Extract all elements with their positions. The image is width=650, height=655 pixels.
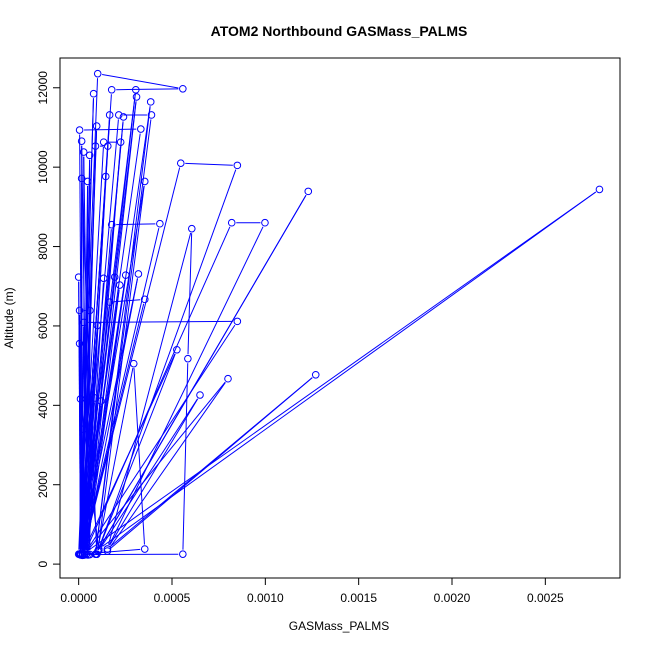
x-tick-label: 0.0015 [340, 591, 377, 605]
x-tick-label: 0.0005 [154, 591, 191, 605]
data-point [108, 86, 115, 93]
data-point [130, 360, 137, 367]
data-point [228, 219, 235, 226]
data-series [75, 70, 602, 558]
y-tick-label: 4000 [36, 392, 50, 419]
data-point [90, 90, 97, 97]
data-point [180, 85, 187, 92]
x-tick-label: 0.0000 [60, 591, 97, 605]
series-segment [102, 74, 178, 88]
x-tick-label: 0.0025 [527, 591, 564, 605]
data-point [141, 178, 148, 185]
data-point [157, 220, 164, 227]
data-point [596, 186, 603, 193]
y-tick-label: 2000 [36, 471, 50, 498]
x-axis-label: GASMass_PALMS [289, 619, 389, 633]
data-point [133, 94, 140, 101]
data-point [312, 371, 319, 378]
series-segment [84, 129, 136, 130]
data-point [188, 225, 195, 232]
data-point [76, 127, 83, 134]
data-point [93, 123, 100, 130]
data-point [100, 139, 107, 146]
y-tick-label: 12000 [36, 71, 50, 105]
y-axis: 0 2000 4000 6000 8000 10000 12000 [36, 71, 60, 568]
data-point [177, 160, 184, 167]
data-point [94, 70, 101, 77]
data-point [234, 318, 241, 325]
data-point [147, 99, 154, 106]
x-tick-label: 0.0010 [247, 591, 284, 605]
series-segment [102, 192, 595, 546]
data-point [197, 392, 204, 399]
chart-title: ATOM2 Northbound GASMass_PALMS [211, 23, 468, 39]
series-segment [116, 89, 178, 90]
plot-frame [60, 58, 620, 578]
data-point [234, 162, 241, 169]
series-segment [101, 195, 306, 545]
data-point [138, 126, 145, 133]
data-point [305, 188, 312, 195]
data-point [116, 282, 123, 289]
y-tick-label: 6000 [36, 312, 50, 339]
series-segment [185, 163, 233, 165]
data-point [100, 275, 107, 282]
series-segment [87, 382, 225, 551]
data-point [135, 271, 142, 278]
x-axis: 0.0000 0.0005 0.0010 0.0015 0.0020 0.0025 [60, 578, 564, 605]
x-tick-label: 0.0020 [434, 591, 471, 605]
data-point [141, 546, 148, 553]
y-tick-label: 10000 [36, 150, 50, 184]
data-point [180, 551, 187, 558]
y-axis-label: Altitude (m) [2, 287, 16, 348]
series-segment [109, 227, 263, 545]
data-point [225, 375, 232, 382]
data-point [174, 346, 181, 353]
data-point [262, 219, 269, 226]
data-point [185, 355, 192, 362]
y-tick-label: 8000 [36, 233, 50, 260]
y-tick-label: 0 [36, 560, 50, 567]
